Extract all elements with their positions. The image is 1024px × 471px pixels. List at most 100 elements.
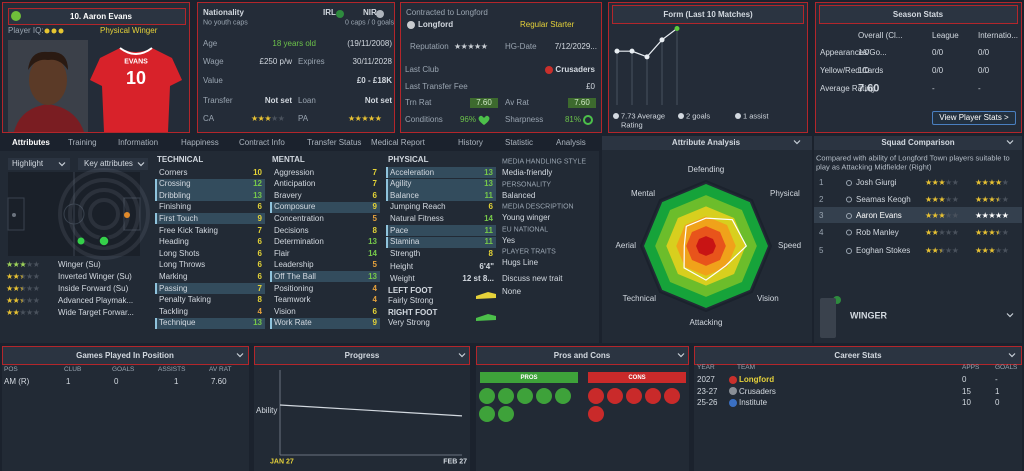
star: ★ [938, 246, 946, 255]
legend-icon [613, 113, 619, 119]
role[interactable]: Winger (Su) [58, 260, 101, 269]
attribute-value: 8 [372, 225, 377, 235]
label: PERSONALITY [502, 181, 552, 188]
role-icon [820, 298, 836, 338]
label: 6'4" [479, 262, 494, 271]
panel-header [476, 346, 689, 365]
star: ★ [480, 42, 488, 51]
star: ★ [32, 296, 40, 305]
person-icon [846, 229, 852, 236]
label: JAN 27 [270, 458, 294, 466]
form-point [674, 26, 680, 31]
star: ★ [975, 246, 982, 255]
label: 1 [174, 377, 179, 386]
star-rating: ★★★★★ [975, 178, 1009, 187]
body [14, 104, 84, 132]
role[interactable]: Wide Target Forwar... [58, 308, 134, 317]
panel-header [819, 5, 1018, 24]
label: CLUB [64, 365, 82, 373]
label: Attribute Analysis [671, 138, 741, 147]
tab[interactable]: Attributes [12, 137, 50, 147]
star: ★ [32, 308, 40, 317]
radar-player [683, 217, 748, 281]
label: Internatio... [978, 31, 1019, 40]
tab[interactable]: Transfer Status [307, 137, 362, 147]
tab[interactable]: Analysis [556, 137, 586, 147]
tab[interactable]: Contract Info [239, 137, 285, 147]
label: - [978, 84, 981, 93]
label: Expires [298, 57, 325, 66]
chevron [677, 353, 685, 358]
label: Bravery [274, 190, 302, 200]
chevron [1006, 140, 1014, 145]
label: 1 [819, 178, 824, 187]
tab[interactable]: Medical Report [371, 137, 425, 147]
attribute-value: 13 [484, 179, 493, 189]
label: Positioning [274, 283, 314, 293]
label: Squad Comparison [881, 138, 955, 147]
label: APPS [962, 363, 980, 371]
form-point [614, 48, 620, 54]
label: 7.60 [211, 377, 227, 386]
role[interactable]: Advanced Playmak... [58, 296, 134, 305]
squad-panel [814, 136, 1022, 343]
label: Last Club [405, 65, 439, 74]
label: Leadership [274, 260, 314, 270]
attribute-value: 9 [372, 202, 377, 212]
attribute-value: 6 [257, 271, 262, 281]
role[interactable]: Inside Forward (Su) [58, 284, 129, 293]
star: ★ [1001, 178, 1009, 187]
star: ★ [26, 260, 33, 269]
label: 81% [564, 115, 581, 124]
club-badge [11, 11, 21, 21]
star: ★ [981, 178, 989, 187]
label: Josh Giurgi [856, 178, 897, 187]
tab[interactable]: Statistic [505, 137, 534, 147]
label: 25-26 [697, 398, 718, 407]
label: Acceleration [390, 167, 435, 177]
heart-icon [478, 115, 490, 125]
label: £250 p/w [259, 57, 292, 66]
star: ★ [975, 227, 982, 237]
star: ★ [19, 296, 27, 305]
label: Flair [274, 248, 290, 258]
person-icon [846, 180, 852, 186]
star: ★ [271, 114, 278, 123]
label: POS [4, 365, 18, 373]
label: Marking [159, 271, 188, 281]
star: ★ [931, 194, 939, 204]
tab[interactable]: Happiness [181, 137, 219, 147]
dropdown-label[interactable]: Highlight [12, 159, 44, 168]
pro-icon [498, 388, 514, 404]
dropdown-label[interactable]: Key attributes [84, 159, 133, 168]
label: 7.60 [476, 98, 492, 107]
star: ★ [945, 227, 952, 237]
attribute-value: 11 [484, 225, 493, 235]
label: Reputation [410, 42, 449, 51]
star: ★ [454, 42, 461, 51]
position-dot [12, 213, 16, 217]
top-panel [197, 2, 395, 133]
role[interactable]: Inverted Winger (Su) [58, 272, 132, 281]
button[interactable]: View Player Stats > [939, 113, 1009, 122]
label: Not set [364, 96, 392, 105]
star: ★ [19, 308, 27, 317]
tab[interactable]: Information [118, 137, 159, 147]
tab[interactable]: Training [68, 137, 97, 147]
axis-label: Mental [630, 189, 655, 198]
label: Long Shots [159, 248, 200, 258]
form-point [644, 54, 650, 60]
label: 12 st 8... [462, 274, 494, 283]
label: AM (R) [4, 377, 30, 386]
star: ★ [19, 284, 27, 293]
key-attribute-row [386, 225, 496, 236]
star-rating: ★★★★★ [6, 273, 40, 281]
label: 7.60 [858, 82, 880, 95]
tab[interactable]: History [458, 137, 483, 147]
panel-header [612, 5, 804, 24]
con-icon [607, 388, 623, 404]
attribute-value: 10 [253, 167, 262, 177]
label: EU NATIONAL [502, 226, 549, 233]
label: PLAYER TRAITS [502, 248, 556, 256]
label: Tackling [159, 306, 188, 316]
